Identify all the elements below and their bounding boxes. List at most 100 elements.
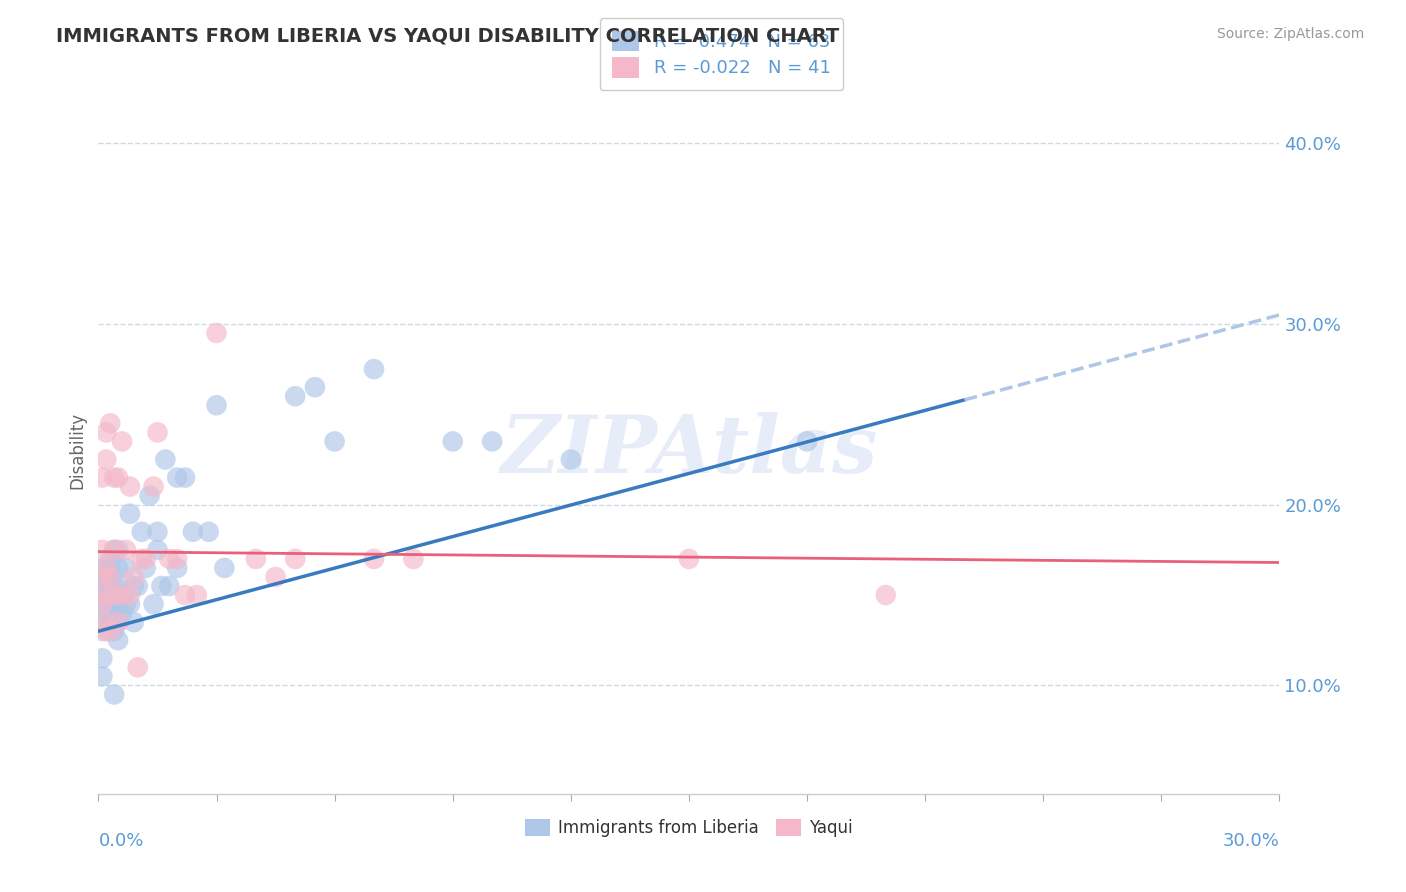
- Point: [91, 542, 114, 557]
- Point: [111, 588, 134, 602]
- Point: [98, 579, 121, 593]
- Point: [135, 561, 157, 575]
- Point: [91, 615, 114, 630]
- Point: [363, 552, 385, 566]
- Point: [135, 552, 157, 566]
- Point: [91, 561, 114, 575]
- Point: [96, 579, 118, 593]
- Point: [98, 561, 121, 575]
- Point: [166, 561, 188, 575]
- Point: [96, 561, 118, 575]
- Text: IMMIGRANTS FROM LIBERIA VS YAQUI DISABILITY CORRELATION CHART: IMMIGRANTS FROM LIBERIA VS YAQUI DISABIL…: [56, 27, 839, 45]
- Point: [96, 425, 118, 440]
- Point: [103, 588, 125, 602]
- Point: [142, 597, 165, 611]
- Point: [96, 452, 118, 467]
- Point: [107, 542, 129, 557]
- Point: [103, 470, 125, 484]
- Point: [118, 507, 141, 521]
- Point: [91, 570, 114, 584]
- Point: [107, 561, 129, 575]
- Point: [103, 542, 125, 557]
- Point: [441, 434, 464, 449]
- Point: [131, 524, 153, 539]
- Point: [157, 552, 180, 566]
- Point: [111, 588, 134, 602]
- Point: [122, 570, 145, 584]
- Point: [96, 606, 118, 620]
- Point: [96, 588, 118, 602]
- Text: ZIPAtlas: ZIPAtlas: [501, 412, 877, 489]
- Point: [91, 669, 114, 683]
- Point: [98, 597, 121, 611]
- Point: [98, 570, 121, 584]
- Point: [111, 434, 134, 449]
- Point: [146, 425, 169, 440]
- Point: [98, 624, 121, 639]
- Point: [146, 542, 169, 557]
- Point: [131, 552, 153, 566]
- Point: [560, 452, 582, 467]
- Point: [115, 597, 138, 611]
- Point: [157, 579, 180, 593]
- Point: [186, 588, 208, 602]
- Point: [96, 570, 118, 584]
- Point: [91, 597, 114, 611]
- Point: [214, 561, 236, 575]
- Point: [323, 434, 346, 449]
- Point: [91, 579, 114, 593]
- Point: [96, 588, 118, 602]
- Point: [91, 597, 114, 611]
- Point: [363, 362, 385, 376]
- Point: [174, 470, 197, 484]
- Point: [138, 489, 160, 503]
- Point: [98, 615, 121, 630]
- Point: [98, 417, 121, 431]
- Legend: Immigrants from Liberia, Yaqui: Immigrants from Liberia, Yaqui: [519, 813, 859, 844]
- Point: [284, 389, 307, 403]
- Point: [245, 552, 267, 566]
- Point: [103, 624, 125, 639]
- Text: 0.0%: 0.0%: [98, 831, 143, 850]
- Point: [264, 570, 287, 584]
- Point: [284, 552, 307, 566]
- Point: [96, 624, 118, 639]
- Point: [107, 597, 129, 611]
- Point: [118, 480, 141, 494]
- Point: [118, 597, 141, 611]
- Point: [96, 561, 118, 575]
- Point: [875, 588, 897, 602]
- Point: [181, 524, 204, 539]
- Point: [166, 552, 188, 566]
- Point: [127, 579, 149, 593]
- Point: [150, 579, 173, 593]
- Y-axis label: Disability: Disability: [69, 412, 87, 489]
- Point: [174, 588, 197, 602]
- Point: [127, 660, 149, 674]
- Point: [103, 688, 125, 702]
- Point: [91, 470, 114, 484]
- Point: [118, 588, 141, 602]
- Point: [122, 579, 145, 593]
- Point: [91, 651, 114, 665]
- Point: [91, 624, 114, 639]
- Point: [107, 615, 129, 630]
- Point: [96, 615, 118, 630]
- Text: Source: ZipAtlas.com: Source: ZipAtlas.com: [1216, 27, 1364, 41]
- Point: [796, 434, 818, 449]
- Point: [107, 470, 129, 484]
- Point: [103, 579, 125, 593]
- Point: [142, 480, 165, 494]
- Point: [115, 542, 138, 557]
- Point: [96, 597, 118, 611]
- Point: [166, 470, 188, 484]
- Point: [103, 606, 125, 620]
- Point: [98, 552, 121, 566]
- Point: [146, 524, 169, 539]
- Point: [205, 398, 228, 412]
- Point: [205, 326, 228, 340]
- Point: [103, 542, 125, 557]
- Point: [155, 452, 177, 467]
- Point: [107, 579, 129, 593]
- Point: [107, 633, 129, 648]
